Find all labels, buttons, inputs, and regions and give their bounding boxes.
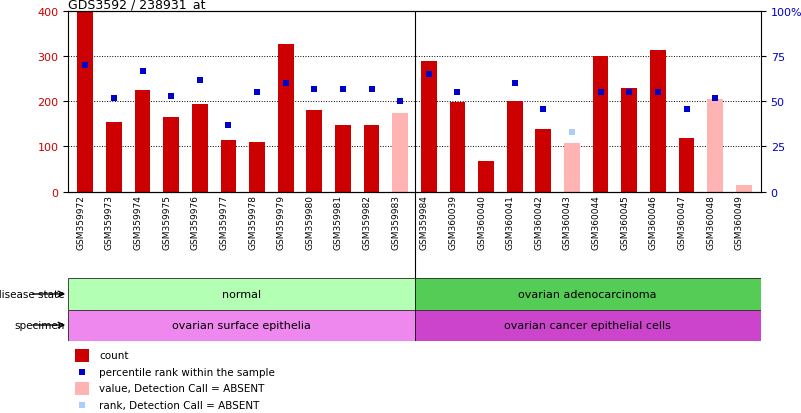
Bar — [622, 89, 637, 192]
Bar — [707, 102, 723, 192]
Bar — [75, 382, 89, 395]
Bar — [415, 310, 761, 341]
Bar — [507, 102, 522, 192]
Text: GSM359981: GSM359981 — [334, 195, 343, 249]
Text: normal: normal — [222, 289, 261, 299]
Bar — [335, 126, 351, 192]
Text: GSM360049: GSM360049 — [735, 195, 744, 249]
Text: GSM359973: GSM359973 — [105, 195, 114, 249]
Text: GSM359980: GSM359980 — [305, 195, 314, 249]
Bar — [75, 349, 89, 362]
Bar — [707, 100, 723, 192]
Bar — [249, 142, 265, 192]
Text: GSM359975: GSM359975 — [162, 195, 171, 249]
Text: ovarian cancer epithelial cells: ovarian cancer epithelial cells — [505, 320, 671, 330]
Bar — [68, 279, 415, 310]
Text: specimen: specimen — [14, 320, 65, 330]
Text: disease state: disease state — [0, 289, 65, 299]
Text: GSM360039: GSM360039 — [449, 195, 457, 249]
Bar — [478, 161, 494, 192]
Text: GSM360048: GSM360048 — [706, 195, 715, 249]
Bar — [564, 144, 580, 192]
Text: GSM359978: GSM359978 — [248, 195, 257, 249]
Text: GDS3592 / 238931_at: GDS3592 / 238931_at — [68, 0, 206, 11]
Bar — [678, 139, 694, 192]
Bar — [736, 185, 751, 192]
Text: GSM360040: GSM360040 — [477, 195, 486, 249]
Bar — [421, 62, 437, 192]
Bar — [220, 140, 236, 192]
Bar — [415, 279, 761, 310]
Text: GSM359984: GSM359984 — [420, 195, 429, 249]
Bar — [78, 12, 93, 192]
Text: GSM359982: GSM359982 — [363, 195, 372, 249]
Text: GSM360045: GSM360045 — [620, 195, 630, 249]
Text: GSM360042: GSM360042 — [534, 195, 543, 249]
Bar — [192, 104, 207, 192]
Text: GSM360047: GSM360047 — [678, 195, 686, 249]
Text: ovarian surface epithelia: ovarian surface epithelia — [172, 320, 311, 330]
Text: GSM360043: GSM360043 — [563, 195, 572, 249]
Bar — [536, 130, 551, 192]
Text: value, Detection Call = ABSENT: value, Detection Call = ABSENT — [99, 383, 264, 394]
Text: GSM360044: GSM360044 — [592, 195, 601, 249]
Bar — [135, 91, 151, 192]
Bar — [307, 110, 322, 192]
Text: percentile rank within the sample: percentile rank within the sample — [99, 367, 275, 377]
Bar — [278, 45, 293, 192]
Text: GSM359977: GSM359977 — [219, 195, 228, 249]
Text: GSM359976: GSM359976 — [191, 195, 199, 249]
Bar — [364, 126, 380, 192]
Text: GSM360046: GSM360046 — [649, 195, 658, 249]
Bar — [392, 114, 408, 192]
Bar — [163, 118, 179, 192]
Text: GSM359979: GSM359979 — [276, 195, 286, 249]
Text: count: count — [99, 350, 129, 360]
Bar — [68, 310, 415, 341]
Text: ovarian adenocarcinoma: ovarian adenocarcinoma — [518, 289, 657, 299]
Text: rank, Detection Call = ABSENT: rank, Detection Call = ABSENT — [99, 400, 260, 410]
Text: GSM359974: GSM359974 — [134, 195, 143, 249]
Text: GSM359983: GSM359983 — [391, 195, 400, 249]
Text: GSM360041: GSM360041 — [505, 195, 515, 249]
Bar — [650, 50, 666, 192]
Bar — [449, 103, 465, 192]
Bar — [593, 57, 609, 192]
Bar — [106, 122, 122, 192]
Text: GSM359972: GSM359972 — [76, 195, 85, 249]
